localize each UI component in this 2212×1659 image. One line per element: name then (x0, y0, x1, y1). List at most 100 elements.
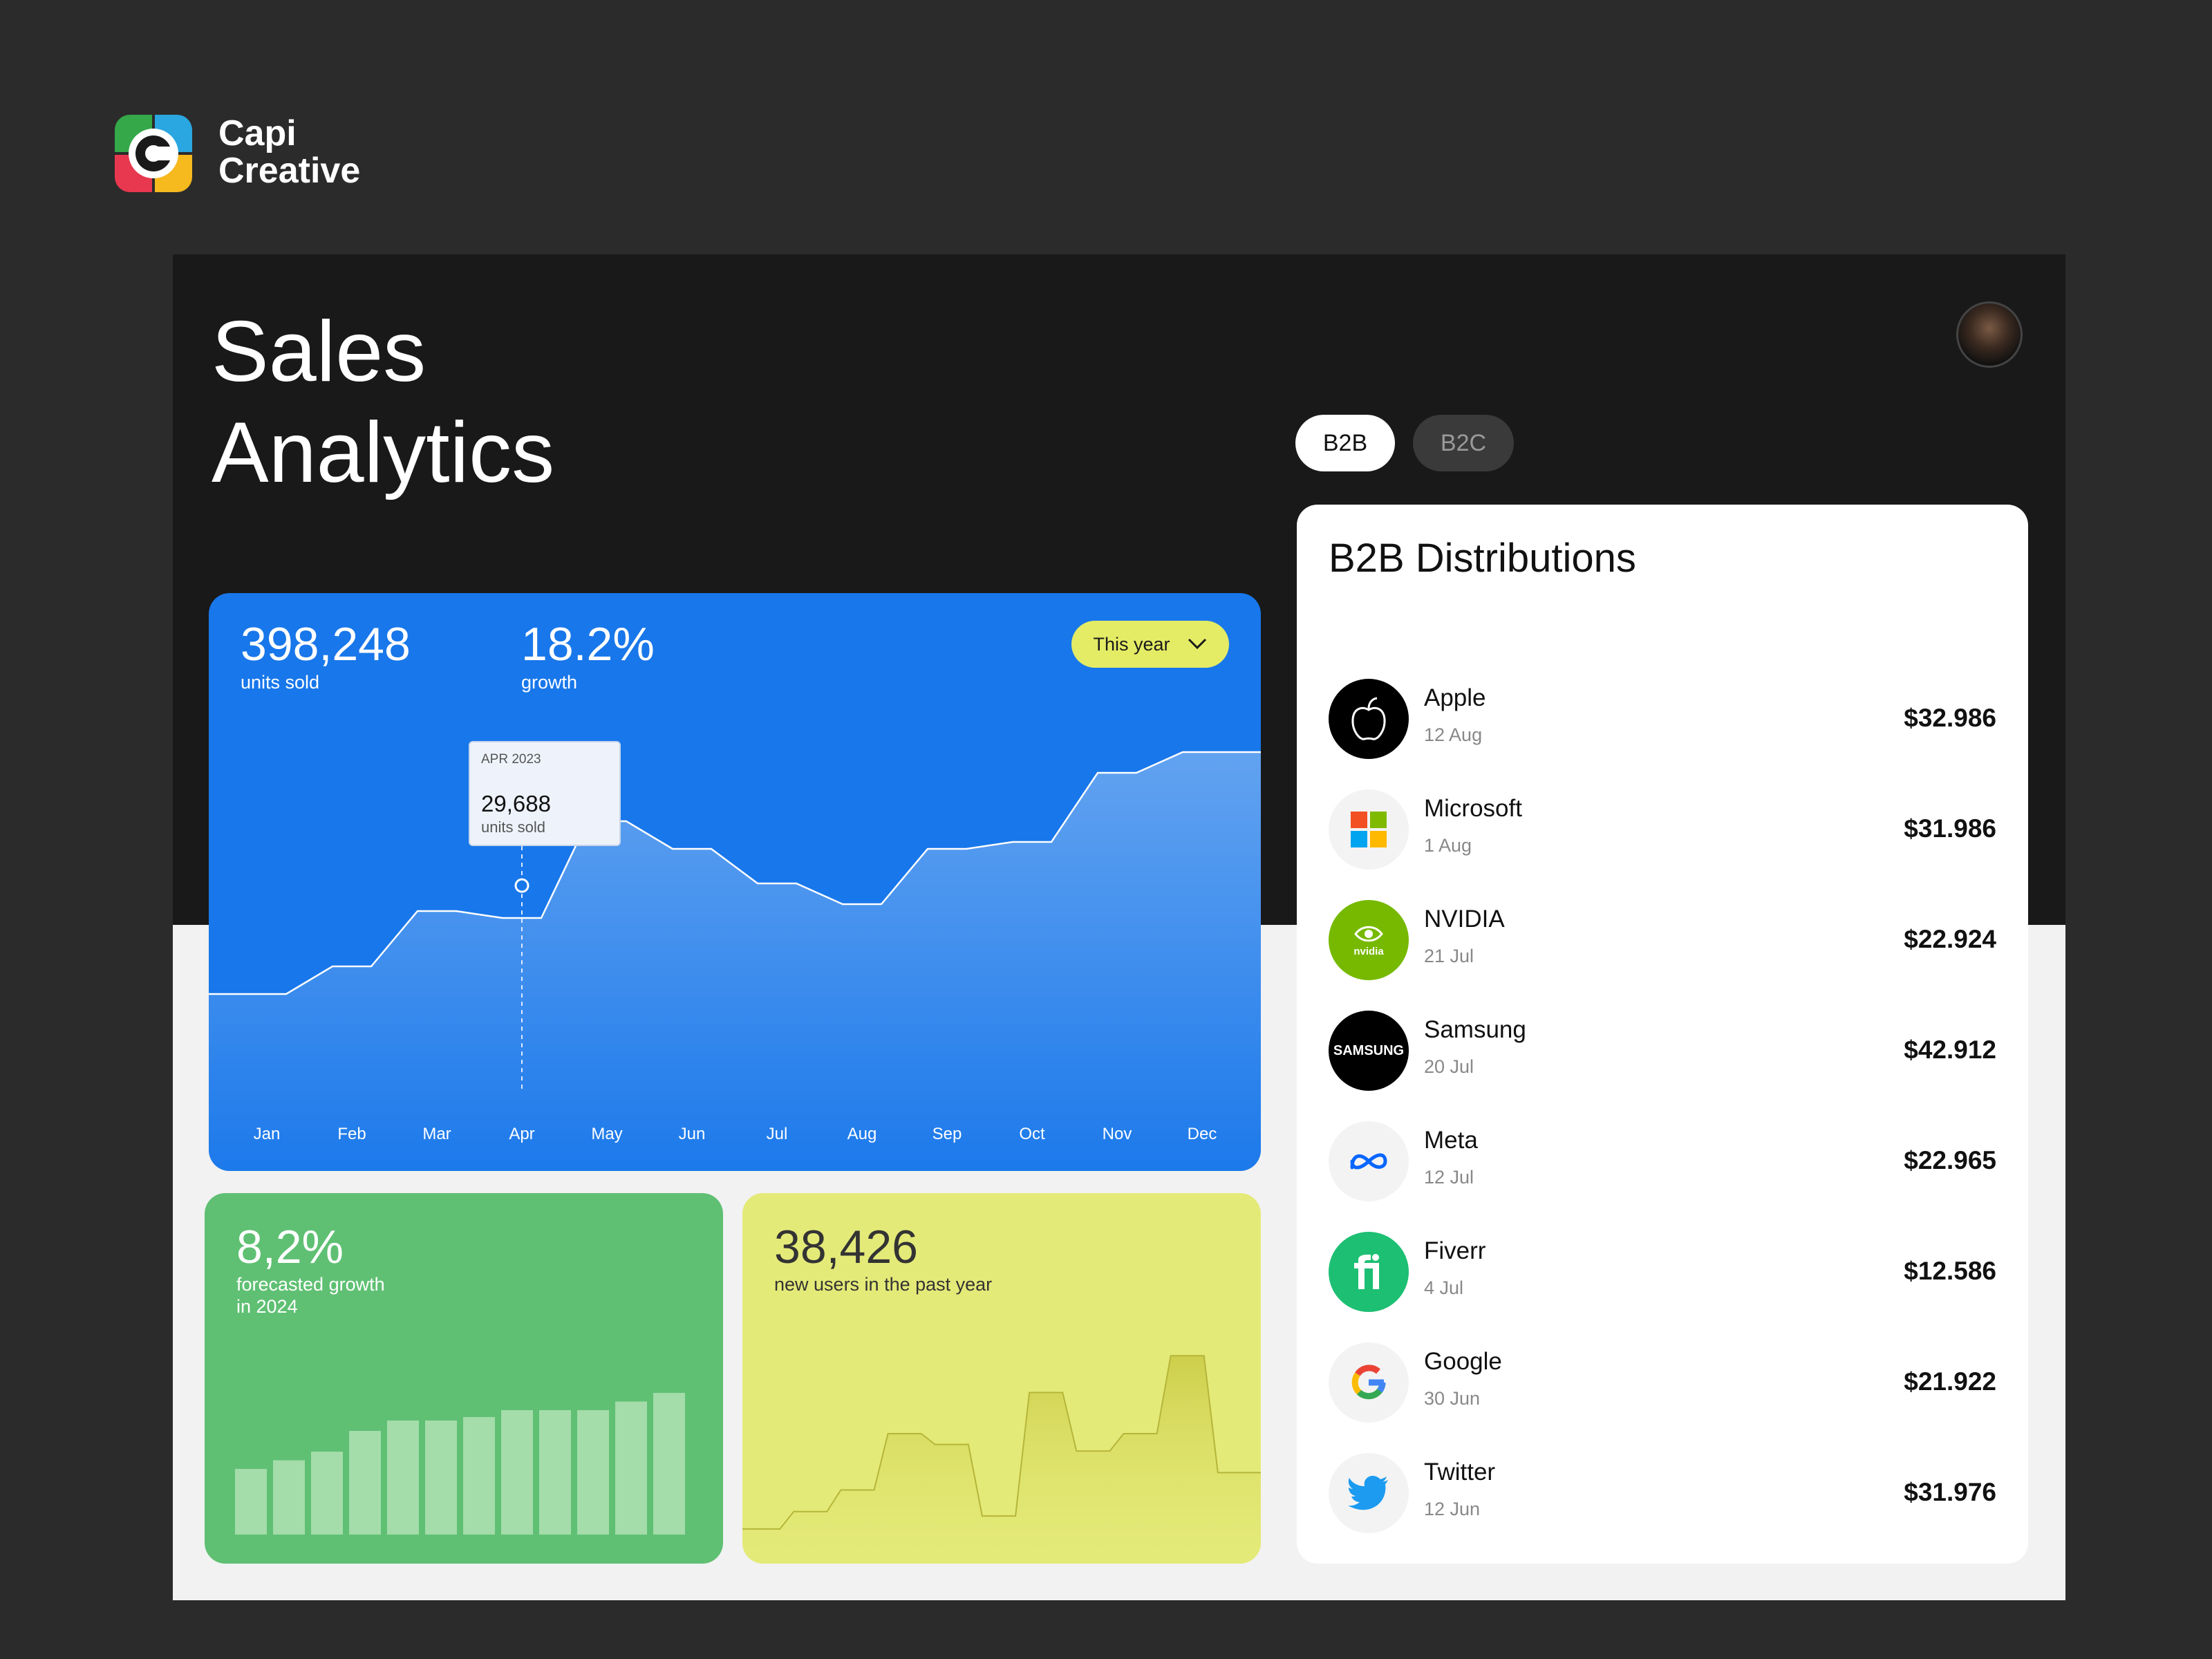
units-sold-label: units sold (241, 672, 320, 693)
month-tick-label: Jan (254, 1125, 281, 1143)
page-title: Sales Analytics (212, 301, 554, 503)
forecast-bar-chart (235, 1393, 685, 1535)
brand-name-line1: Capi (218, 113, 297, 153)
month-tick-label: Jun (679, 1125, 706, 1143)
time-range-dropdown[interactable]: This year (1071, 621, 1229, 668)
forecast-bar (387, 1421, 419, 1535)
chevron-down-icon (1187, 634, 1208, 655)
distribution-amount: $31.976 (1904, 1478, 1996, 1506)
distribution-amount: $21.922 (1904, 1367, 1996, 1396)
brand-name-line2: Creative (218, 151, 361, 191)
company-name: Apple (1424, 684, 1486, 711)
nvidia-icon: nvidia (1329, 900, 1409, 980)
units-sold-stat: 398,248 units sold (241, 618, 411, 694)
b2b-distributions-panel: B2B Distributions Apple 12 Aug $32.986 (1297, 505, 2028, 1564)
time-range-label: This year (1093, 633, 1170, 655)
tab-b2c[interactable]: B2C (1413, 415, 1514, 471)
distributions-title: B2B Distributions (1329, 536, 1636, 581)
month-tick-label: May (591, 1125, 622, 1143)
company-name: Microsoft (1424, 795, 1522, 822)
company-name: Google (1424, 1348, 1502, 1375)
tab-b2b[interactable]: B2B (1295, 415, 1395, 471)
growth-value: 18.2% (521, 618, 655, 671)
month-tick-label: Feb (337, 1125, 366, 1143)
growth-label: growth (521, 672, 578, 693)
distribution-row-microsoft[interactable]: Microsoft 1 Aug $31.986 (1329, 789, 1996, 870)
forecast-growth-label: forecasted growth in 2024 (236, 1273, 385, 1318)
forecast-label-line1: forecasted growth (236, 1274, 385, 1295)
capi-creative-logo-icon (115, 115, 192, 192)
company-name: Twitter (1424, 1459, 1496, 1485)
distribution-amount: $12.586 (1904, 1257, 1996, 1285)
microsoft-icon (1329, 789, 1409, 870)
meta-icon (1329, 1121, 1409, 1201)
forecast-bar (349, 1431, 381, 1535)
month-tick-label: Nov (1103, 1125, 1132, 1143)
user-avatar[interactable] (1956, 301, 2023, 368)
forecast-growth-value: 8,2% (236, 1221, 344, 1273)
distribution-date: 1 Aug (1424, 835, 1472, 856)
units-sold-area (209, 752, 1261, 1171)
month-tick-label: Aug (847, 1125, 877, 1143)
twitter-icon (1329, 1453, 1409, 1533)
units-sold-line (209, 751, 1261, 995)
forecast-bar (273, 1460, 305, 1535)
distribution-amount: $31.986 (1904, 814, 1996, 843)
apple-icon (1329, 679, 1409, 759)
units-sold-area-chart: Jan Feb Mar Apr May Jun Jul Aug Sep Oct Nov Dec (209, 751, 1261, 1171)
new-users-area-chart (742, 1355, 1261, 1564)
nvidia-logo-text: nvidia (1353, 945, 1384, 957)
samsung-logo-text: SAMSUNG (1333, 1042, 1405, 1058)
new-users-area (742, 1356, 1261, 1564)
new-users-value: 38,426 (774, 1221, 918, 1273)
distribution-row-fiverr[interactable]: Fiverr 4 Jul $12.586 (1329, 1232, 1996, 1312)
fiverr-icon (1329, 1232, 1409, 1312)
forecast-bar (425, 1421, 457, 1535)
distribution-date: 30 Jun (1424, 1388, 1481, 1409)
forecast-label-line2: in 2024 (236, 1296, 298, 1317)
distribution-amount: $42.912 (1904, 1035, 1996, 1064)
tooltip-value: 29,688 (481, 791, 551, 816)
month-tick-label: Apr (509, 1125, 534, 1143)
distribution-date: 21 Jul (1424, 946, 1474, 966)
tooltip-label: units sold (481, 818, 545, 836)
new-users-line (742, 1355, 1261, 1530)
growth-stat: 18.2% growth (521, 618, 655, 694)
tooltip-point (514, 878, 529, 893)
distribution-amount: $22.924 (1904, 925, 1996, 953)
distribution-date: 20 Jul (1424, 1056, 1474, 1077)
forecast-bar (653, 1393, 685, 1535)
new-users-card: 38,426 new users in the past year (742, 1193, 1261, 1564)
company-name: Samsung (1424, 1016, 1526, 1043)
distribution-amount: $22.965 (1904, 1146, 1996, 1174)
dashboard-frame: Sales Analytics B2B B2C Jan Feb Mar Apr May J… (173, 254, 2065, 1600)
month-tick-label: Sep (932, 1125, 962, 1143)
company-name: Meta (1424, 1127, 1478, 1154)
month-tick-label: Dec (1188, 1125, 1217, 1143)
distribution-row-twitter[interactable]: Twitter 12 Jun $31.976 (1329, 1453, 1996, 1533)
distribution-row-apple[interactable]: Apple 12 Aug $32.986 (1329, 679, 1996, 759)
distribution-amount: $32.986 (1904, 704, 1996, 732)
month-tick-label: Jul (767, 1125, 788, 1143)
distribution-date: 4 Jul (1424, 1277, 1464, 1298)
page-title-line1: Sales (212, 304, 427, 400)
distribution-row-meta[interactable]: Meta 12 Jul $22.965 (1329, 1121, 1996, 1201)
tooltip-month: APR 2023 (481, 752, 541, 767)
forecast-bar (311, 1452, 343, 1535)
distribution-date: 12 Aug (1424, 724, 1483, 745)
distribution-date: 12 Jun (1424, 1499, 1481, 1519)
forecast-bar (615, 1401, 647, 1535)
chart-tooltip: APR 2023 29,688 units sold (469, 741, 621, 846)
brand-name: Capi Creative (218, 115, 360, 189)
company-name: Fiverr (1424, 1237, 1486, 1264)
distribution-row-nvidia[interactable]: nvidia NVIDIA 21 Jul $22.924 (1329, 900, 1996, 980)
google-icon (1329, 1342, 1409, 1423)
distribution-date: 12 Jul (1424, 1167, 1474, 1188)
units-sold-card: Jan Feb Mar Apr May Jun Jul Aug Sep Oct Nov Dec 398… (209, 593, 1261, 1171)
forecast-bar (235, 1469, 267, 1535)
forecast-bar (577, 1410, 609, 1535)
distribution-row-google[interactable]: Google 30 Jun $21.922 (1329, 1342, 1996, 1423)
forecast-growth-card: 8,2% forecasted growth in 2024 (205, 1193, 723, 1564)
distribution-row-samsung[interactable]: SAMSUNG Samsung 20 Jul $42.912 (1329, 1011, 1996, 1091)
units-sold-value: 398,248 (241, 618, 411, 671)
